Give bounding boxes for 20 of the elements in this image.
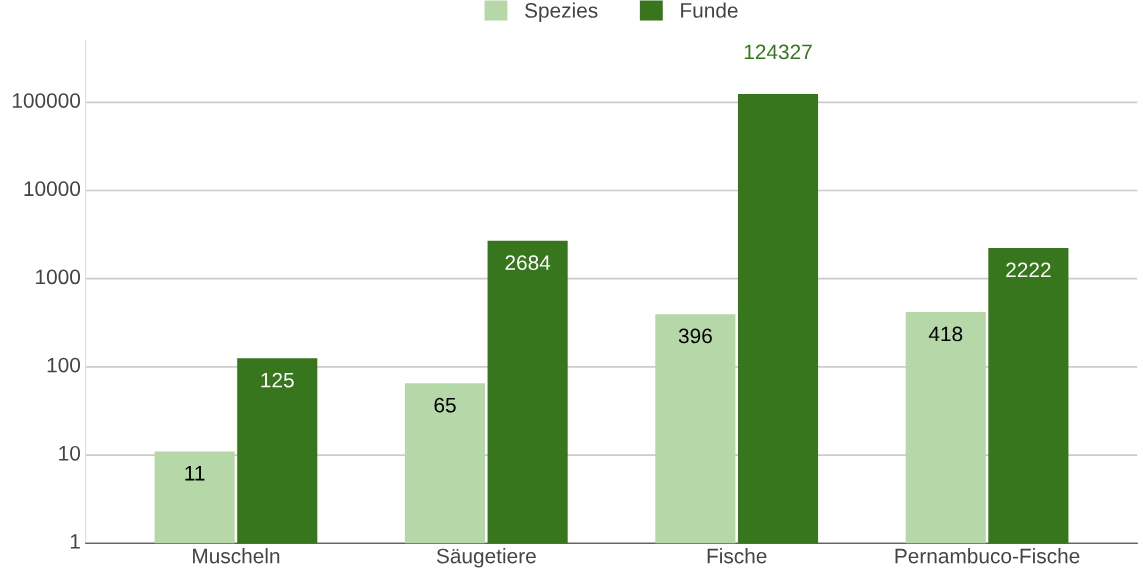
x-tick-label: Säugetiere [436,548,536,568]
data-label: 2684 [505,255,551,271]
data-label: 2222 [1006,262,1051,278]
data-label: 396 [678,328,712,344]
legend-label: Spezies [525,2,598,22]
y-tick-label: 10000 [24,181,81,197]
x-tick-label: Muscheln [193,548,280,564]
y-tick-label: 1000 [36,269,81,285]
y-tick-label: 100 [47,357,81,373]
data-label: 125 [261,372,294,388]
data-label: 124327 [744,44,812,60]
legend-label: Funde [681,2,738,18]
data-label: 65 [434,397,456,413]
data-label: 418 [928,326,963,342]
y-tick-label: 100000 [12,93,81,108]
y-tick-label: 10 [59,445,81,461]
y-tick-label: 1 [70,534,80,549]
x-tick-label: Pernambuco-Fische [895,548,1080,564]
x-tick-label: Fische [707,548,767,564]
data-label: 11 [185,466,205,481]
